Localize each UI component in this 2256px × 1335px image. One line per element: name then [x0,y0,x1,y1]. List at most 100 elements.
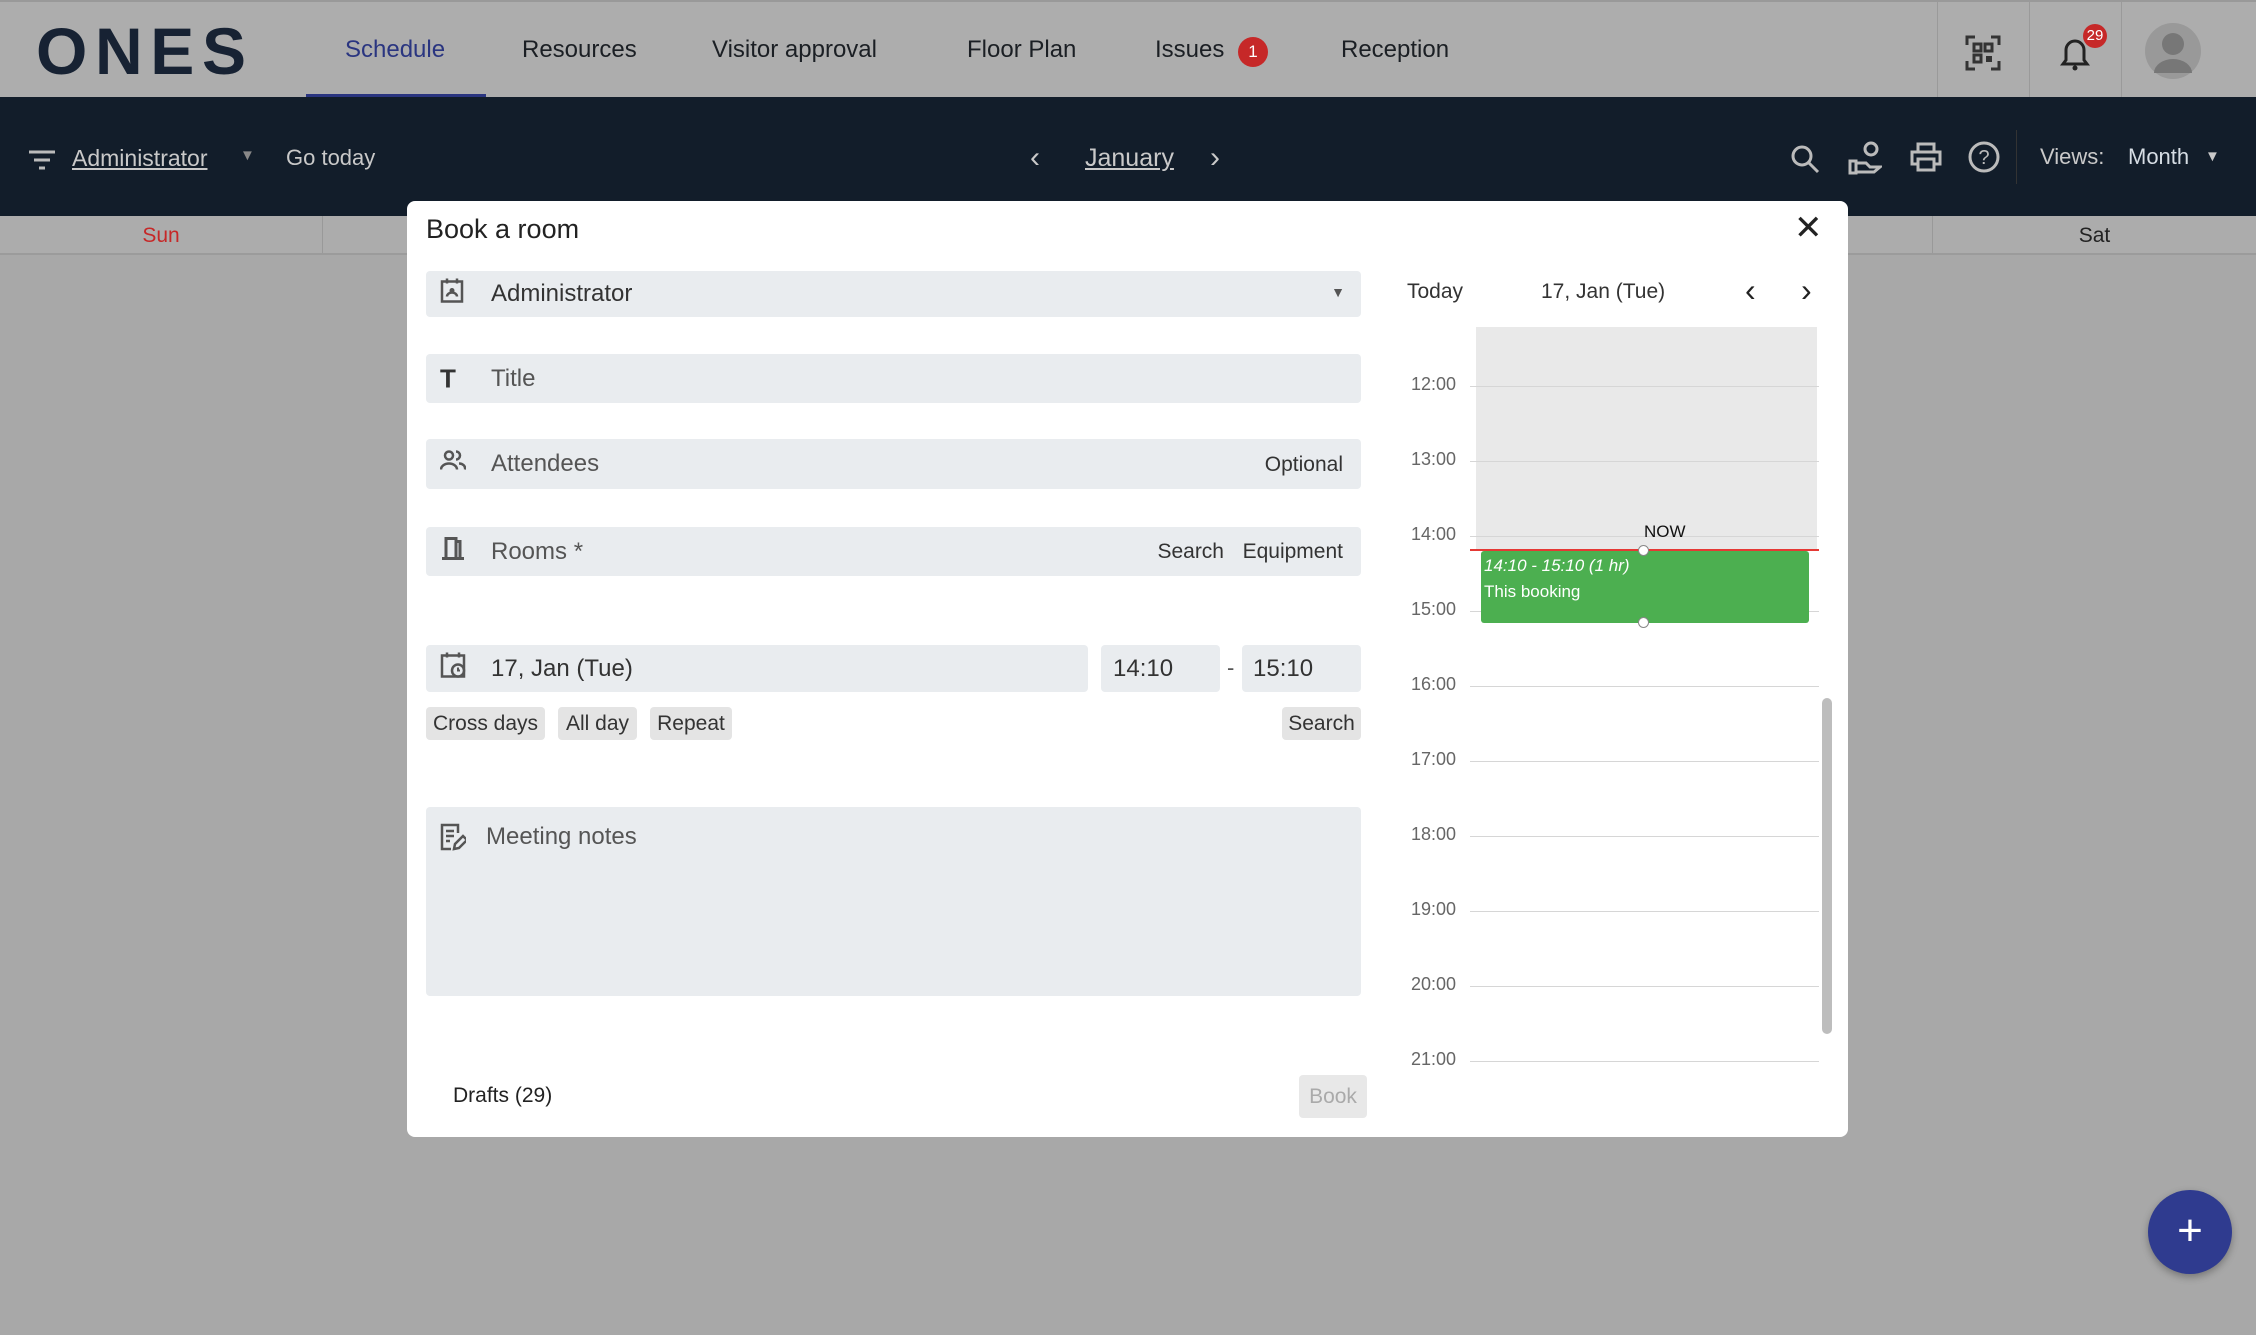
day-sat: Sat [2078,224,2111,247]
organizer-value: Administrator [491,280,633,307]
time-separator: - [1227,655,1235,680]
dialog-title: Book a room [426,214,580,244]
hour-label: 16:00 [1411,674,1457,694]
print-icon[interactable] [1910,142,1942,172]
book-button[interactable]: Book [1299,1075,1367,1118]
go-today-button[interactable]: Go today [286,145,376,170]
hour-label: 19:00 [1411,899,1457,919]
people-icon [439,450,467,479]
drafts-link[interactable]: Drafts (29) [453,1084,553,1107]
past-time-shade [1476,327,1817,549]
end-time-input[interactable]: 15:10 [1242,645,1361,692]
hour-label: 12:00 [1411,374,1457,394]
top-nav-bar: ONES Schedule Resources Visitor approval… [0,0,2256,99]
month-label[interactable]: January [1085,144,1174,172]
add-event-fab[interactable]: + [2148,1190,2232,1274]
attendees-input[interactable]: Attendees Optional [426,439,1361,489]
view-caret-icon[interactable]: ▼ [2205,148,2220,165]
all-day-toggle[interactable]: All day [558,707,637,740]
meeting-notes-textarea[interactable]: Meeting notes [426,807,1361,996]
prev-month-icon[interactable]: ‹ [1030,141,1040,174]
svg-text:ONES: ONES [36,22,246,80]
title-input[interactable]: T Title [426,354,1361,403]
svg-text:?: ? [1978,147,1989,169]
rooms-placeholder: Rooms * [491,537,584,565]
search-button[interactable]: Search [1282,707,1361,740]
calendar-user-icon [440,278,464,311]
nav-resources[interactable]: Resources [522,36,637,63]
attendees-placeholder: Attendees [491,450,600,477]
timeline-today-button[interactable]: Today [1407,280,1464,303]
now-label: NOW [1644,522,1686,541]
attendees-optional-hint: Optional [1264,453,1343,476]
notification-badge: 29 [2083,24,2107,48]
nav-issues[interactable]: Issues [1155,36,1225,63]
calendar-clock-icon [440,651,468,686]
booking-block[interactable]: 14:10 - 15:10 (1 hr) This booking [1481,551,1809,623]
hour-gridline [1470,836,1819,837]
search-icon[interactable] [1790,144,1820,174]
text-icon: T [440,363,456,393]
day-sun: Sun [142,224,180,247]
nav-floor-plan[interactable]: Floor Plan [967,36,1077,63]
rooms-input[interactable]: Rooms * Search Equipment [426,527,1361,576]
end-time-value: 15:10 [1253,654,1314,682]
view-select[interactable]: Month [2128,144,2190,169]
views-label: Views: [2040,144,2105,169]
timeline-prev-icon[interactable]: ‹ [1745,272,1756,308]
title-placeholder: Title [491,364,536,392]
avatar[interactable] [2144,21,2202,81]
nav-visitor-approval[interactable]: Visitor approval [712,36,877,63]
booking-time: 14:10 - 15:10 (1 hr) [1484,556,1630,575]
hour-gridline [1470,986,1819,987]
rooms-search-button[interactable]: Search [1157,540,1224,563]
dropdown-caret-icon: ▼ [1331,284,1345,300]
timeline-next-icon[interactable]: › [1801,272,1812,308]
start-time-input[interactable]: 14:10 [1101,645,1220,692]
ones-logo[interactable]: ONES [36,22,248,80]
caret-down-icon[interactable]: ▼ [240,147,255,164]
door-icon [440,536,466,567]
note-edit-icon [440,823,469,858]
user-filter-select[interactable]: Administrator [72,145,208,171]
notes-placeholder: Meeting notes [486,823,637,850]
hour-label: 14:00 [1411,524,1457,544]
next-month-icon[interactable]: › [1210,141,1220,174]
nav-reception[interactable]: Reception [1341,36,1450,63]
cross-days-toggle[interactable]: Cross days [426,707,545,740]
hour-gridline [1470,536,1819,537]
rooms-equipment-button[interactable]: Equipment [1242,540,1343,563]
start-time-value: 14:10 [1113,654,1174,682]
calendar-toolbar: Administrator ▼ Go today ‹ January › ? V… [0,97,2256,217]
date-value: 17, Jan (Tue) [491,654,633,682]
hour-gridline [1470,911,1819,912]
date-picker[interactable]: 17, Jan (Tue) [426,645,1088,692]
close-icon[interactable]: ✕ [1794,209,1823,247]
filter-icon[interactable] [28,149,56,171]
booking-label: This booking [1484,582,1581,601]
bell-icon[interactable] [2059,35,2091,73]
hour-label: 21:00 [1411,1049,1457,1069]
timeline-date: 17, Jan (Tue) [1541,280,1666,303]
booking-start-handle[interactable] [1638,545,1649,556]
timeline-scrollbar[interactable] [1822,698,1832,1034]
organizer-select[interactable]: Administrator ▼ [426,271,1361,317]
hour-gridline [1470,461,1819,462]
hour-label: 13:00 [1411,449,1457,469]
hour-label: 15:00 [1411,599,1457,619]
hour-gridline [1470,386,1819,387]
hour-gridline [1470,761,1819,762]
booking-end-handle[interactable] [1638,617,1649,628]
repeat-toggle[interactable]: Repeat [650,707,732,740]
nav-schedule[interactable]: Schedule [345,36,446,63]
hour-gridline [1470,686,1819,687]
hour-label: 17:00 [1411,749,1457,769]
issues-badge: 1 [1238,37,1268,67]
qr-code-icon[interactable] [1965,35,2001,71]
hour-label: 18:00 [1411,824,1457,844]
help-icon[interactable]: ? [1968,141,2000,173]
active-tab-indicator [306,94,486,98]
hour-gridline [1470,1061,1819,1062]
hour-label: 20:00 [1411,974,1457,994]
hand-person-icon[interactable] [1848,141,1882,175]
